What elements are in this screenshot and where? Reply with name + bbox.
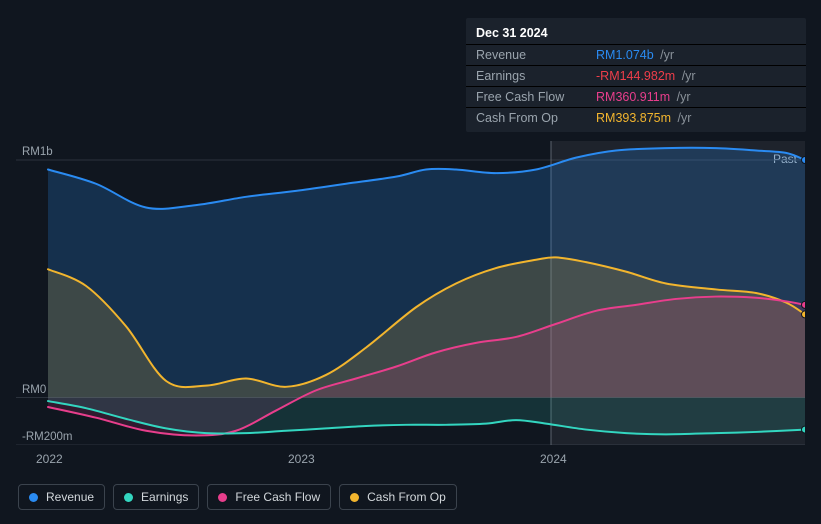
legend-label: Free Cash Flow — [235, 490, 320, 504]
tooltip-label: Revenue — [466, 45, 586, 66]
tooltip-unit: /yr — [678, 111, 692, 125]
chart-legend: Revenue Earnings Free Cash Flow Cash Fro… — [18, 484, 457, 510]
legend-item-revenue[interactable]: Revenue — [18, 484, 105, 510]
tooltip-label: Free Cash Flow — [466, 87, 586, 108]
legend-item-fcf[interactable]: Free Cash Flow — [207, 484, 331, 510]
tooltip-row: Revenue RM1.074b /yr — [466, 45, 806, 66]
tooltip-row: Free Cash Flow RM360.911m /yr — [466, 87, 806, 108]
legend-label: Cash From Op — [367, 490, 446, 504]
tooltip-value: -RM144.982m — [596, 69, 675, 83]
chart-svg — [16, 141, 805, 445]
tooltip-table: Revenue RM1.074b /yr Earnings -RM144.982… — [466, 44, 806, 128]
legend-swatch — [350, 493, 359, 502]
legend-swatch — [218, 493, 227, 502]
tooltip-value: RM360.911m — [596, 90, 670, 104]
legend-label: Revenue — [46, 490, 94, 504]
legend-label: Earnings — [141, 490, 188, 504]
tooltip-unit: /yr — [677, 90, 691, 104]
chart-tooltip: Dec 31 2024 Revenue RM1.074b /yr Earning… — [466, 18, 806, 132]
x-tick-label: 2024 — [540, 452, 567, 466]
tooltip-row: Earnings -RM144.982m /yr — [466, 66, 806, 87]
x-tick-label: 2022 — [36, 452, 63, 466]
legend-item-earnings[interactable]: Earnings — [113, 484, 199, 510]
tooltip-label: Earnings — [466, 66, 586, 87]
legend-swatch — [29, 493, 38, 502]
tooltip-date: Dec 31 2024 — [466, 24, 806, 44]
tooltip-unit: /yr — [682, 69, 696, 83]
legend-item-cfo[interactable]: Cash From Op — [339, 484, 457, 510]
tooltip-value: RM393.875m — [596, 111, 671, 125]
financials-chart[interactable]: RM1b RM0 -RM200m Past — [16, 125, 805, 445]
chart-plot-area[interactable] — [16, 141, 805, 445]
tooltip-unit: /yr — [660, 48, 674, 62]
legend-swatch — [124, 493, 133, 502]
x-tick-label: 2023 — [288, 452, 315, 466]
tooltip-value: RM1.074b — [596, 48, 654, 62]
